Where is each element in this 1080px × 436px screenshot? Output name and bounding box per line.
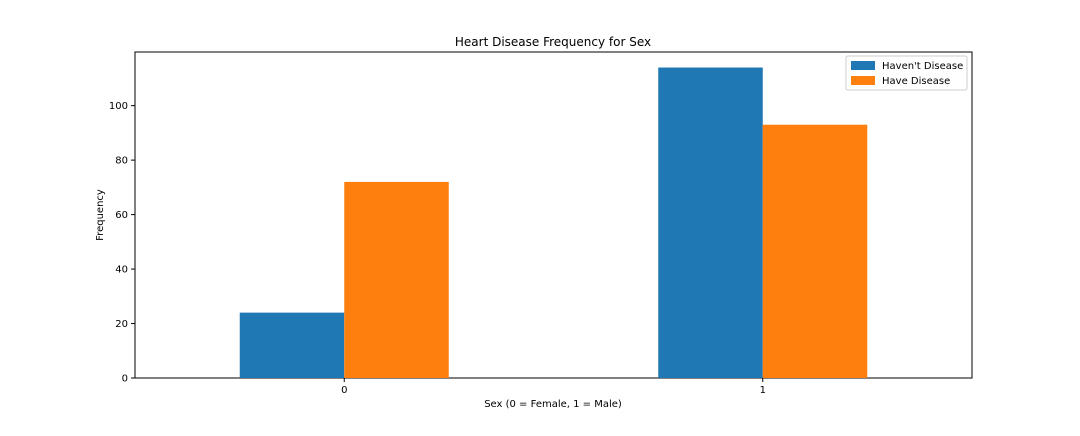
bars-group	[239, 67, 868, 379]
bar-have-disease-cat-1	[762, 124, 868, 378]
legend-label-havent-disease: Haven't Disease	[882, 61, 963, 72]
legend-frame	[845, 55, 968, 91]
legend: Haven't Disease Have Disease	[845, 55, 968, 91]
y-axis-label: Frequency	[95, 189, 106, 241]
bar-haven-t-disease-cat-0	[239, 312, 345, 378]
legend-label-have-disease: Have Disease	[882, 76, 950, 87]
x-tick-label: 1	[760, 385, 766, 396]
y-tick-label: 20	[115, 319, 128, 330]
y-tick-label: 100	[109, 101, 128, 112]
bar-have-disease-cat-0	[344, 181, 449, 378]
y-tick-label: 40	[115, 265, 128, 276]
y-axis-ticks: 0 20 40 60 80 100	[109, 101, 135, 385]
chart-title: Heart Disease Frequency for Sex	[455, 35, 651, 49]
x-axis-label: Sex (0 = Female, 1 = Male)	[484, 399, 622, 410]
legend-swatch-have-disease	[851, 76, 875, 85]
y-tick-label: 80	[115, 156, 128, 167]
legend-swatch-havent-disease	[851, 61, 875, 70]
y-tick-label: 60	[115, 210, 128, 221]
x-tick-label: 0	[341, 385, 347, 396]
bar-haven-t-disease-cat-1	[658, 67, 763, 379]
y-tick-label: 0	[122, 374, 128, 385]
